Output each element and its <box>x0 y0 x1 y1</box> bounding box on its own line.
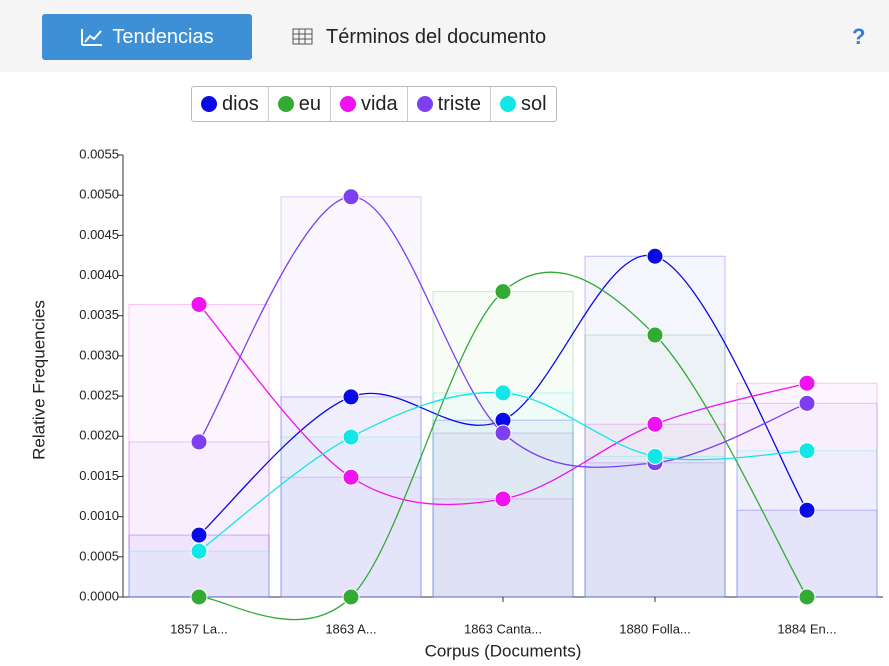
y-tick-label: 0.0055 <box>79 146 119 161</box>
y-tick-label: 0.0020 <box>79 428 119 443</box>
legend-swatch <box>277 96 294 112</box>
x-tick-label: 1884 En... <box>777 621 836 636</box>
y-tick-label: 0.0015 <box>79 468 119 483</box>
bar <box>584 462 726 598</box>
legend-label: vida <box>360 92 398 115</box>
x-tick-label: 1880 Folla... <box>619 621 691 636</box>
point <box>798 394 816 412</box>
legend: dios eu vida triste sol <box>191 86 557 122</box>
point <box>342 588 360 606</box>
y-tick-label: 0.0005 <box>79 548 119 563</box>
y-tick-label: 0.0050 <box>79 187 119 202</box>
legend-swatch <box>500 96 516 112</box>
legend-label: triste <box>437 92 481 115</box>
point <box>646 415 664 433</box>
bar <box>432 291 574 598</box>
point <box>190 295 208 313</box>
legend-item[interactable]: vida <box>331 87 408 121</box>
bar <box>280 436 422 598</box>
help-button[interactable]: ? <box>852 24 866 49</box>
y-axis-label: Relative Frequencies <box>29 300 48 460</box>
legend-item[interactable]: eu <box>269 87 331 121</box>
x-axis-label: Corpus (Documents) <box>425 641 582 660</box>
bar <box>280 476 422 598</box>
point <box>342 428 360 446</box>
toolbar: Tendencias Términos del documento ? <box>0 0 889 72</box>
point <box>342 388 360 406</box>
point <box>494 384 512 402</box>
point <box>798 442 816 460</box>
legend-label: dios <box>222 92 259 115</box>
x-tick-label: 1863 Canta... <box>464 621 542 636</box>
bar <box>584 455 726 598</box>
table-icon <box>292 28 313 45</box>
y-tick-label: 0.0045 <box>79 227 119 242</box>
legend-item[interactable]: triste <box>408 87 491 121</box>
point <box>646 326 664 344</box>
legend-item[interactable]: dios <box>192 87 269 121</box>
point <box>494 424 512 442</box>
trend-icon <box>81 29 103 46</box>
series-line <box>198 196 808 468</box>
x-tick-label: 1863 A... <box>325 621 376 636</box>
legend-item[interactable]: sol <box>491 87 556 121</box>
bar <box>736 402 878 598</box>
tab-label: Términos del documento <box>326 25 547 48</box>
y-tick-label: 0.0040 <box>79 267 119 282</box>
legend-label: eu <box>298 92 321 115</box>
legend-swatch <box>416 96 433 112</box>
point <box>798 374 816 392</box>
point <box>190 433 208 451</box>
point <box>494 283 512 301</box>
bar <box>432 419 574 598</box>
point <box>798 588 816 606</box>
point <box>798 501 816 519</box>
bar <box>736 382 878 598</box>
point <box>190 542 208 560</box>
y-tick-label: 0.0000 <box>79 588 119 603</box>
legend-swatch <box>339 96 356 112</box>
point <box>646 247 664 265</box>
legend-swatch <box>201 96 217 112</box>
x-tick-label: 1857 La... <box>170 621 228 636</box>
bar <box>128 441 270 598</box>
point <box>342 188 360 206</box>
tab-trends[interactable]: Tendencias <box>42 14 252 60</box>
y-tick-label: 0.0035 <box>79 307 119 322</box>
point <box>646 447 664 465</box>
bar <box>432 498 574 598</box>
y-tick-label: 0.0030 <box>79 347 119 362</box>
legend-label: sol <box>521 92 547 115</box>
y-tick-label: 0.0025 <box>79 388 119 403</box>
series-line <box>198 254 808 536</box>
bar <box>736 450 878 598</box>
point <box>494 490 512 508</box>
y-tick-label: 0.0010 <box>79 508 119 523</box>
point <box>342 468 360 486</box>
tab-terms[interactable]: Términos del documento <box>292 14 546 60</box>
tab-label: Tendencias <box>112 25 214 48</box>
point <box>190 526 208 544</box>
point <box>190 588 208 606</box>
